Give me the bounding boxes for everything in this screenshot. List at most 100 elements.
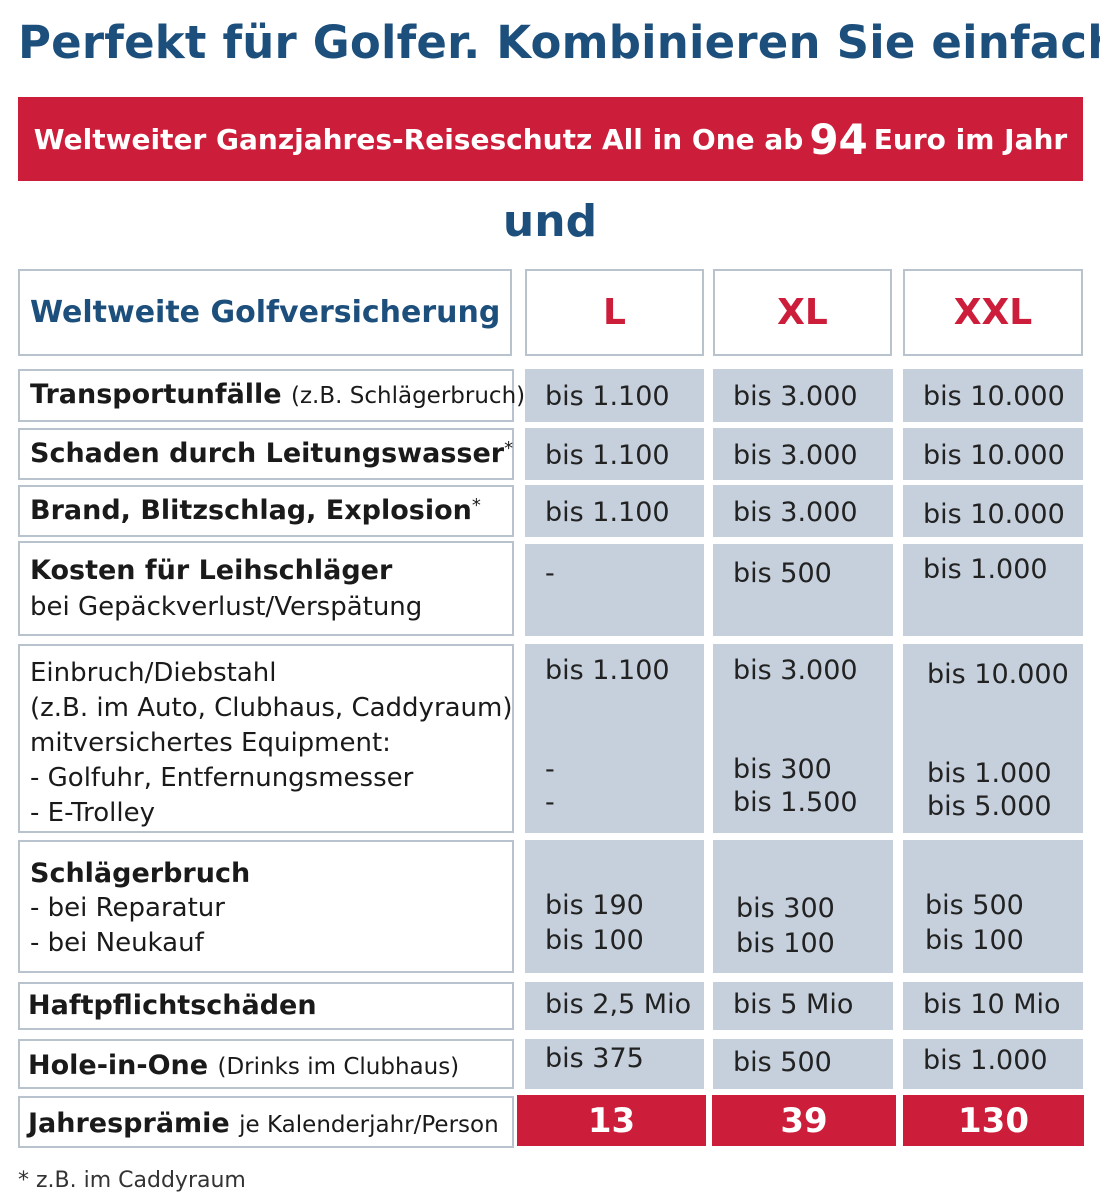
table-cell: bis 10.000 (903, 428, 1083, 480)
cell-value: bis 10.000 (923, 440, 1065, 471)
tier-header-l: L (525, 269, 704, 356)
table-cell: - (525, 544, 704, 636)
table-cell: bis 500 (713, 1039, 893, 1089)
row-label-brand: Brand, Blitzschlag, Explosion* (18, 485, 514, 537)
row-label-sub: - Golfuhr, Entfernungsmesser (30, 763, 414, 793)
row-label-main: Jahresprämie (28, 1108, 230, 1139)
table-cell: bis 1.000 (903, 1039, 1083, 1089)
row-label-text: Jahresprämie je Kalenderjahr/Person (28, 1108, 512, 1139)
page-title: Perfekt für Golfer. Kombinieren Sie einf… (18, 16, 1100, 69)
connector-text: und (502, 196, 598, 247)
table-cell: bis 3.000 (713, 485, 893, 537)
cell-value: bis 300 (733, 754, 832, 785)
banner-text-before: Weltweiter Ganzjahres-Reiseschutz All in… (33, 122, 804, 156)
asterisk-mark: * (504, 438, 514, 459)
row-label-leitungswasser: Schaden durch Leitungswasser* (18, 428, 514, 480)
table-cell: bis 3.000 (713, 428, 893, 480)
table-cell: bis 10.000 (903, 485, 1083, 537)
row-label-sub: (z.B. im Auto, Clubhaus, Caddyraum) (30, 693, 513, 723)
premium-xxl: 130 (903, 1095, 1084, 1146)
table-cell: bis 375 (525, 1039, 704, 1089)
cell-value: bis 2,5 Mio (545, 989, 692, 1020)
row-label-text: Transportunfälle (z.B. Schlägerbruch) (30, 379, 525, 410)
cell-value: bis 1.100 (545, 381, 670, 412)
row-label-sub: Einbruch/Diebstahl (30, 658, 277, 688)
table-cell: bis 3.000 (713, 369, 893, 422)
table-cell: bis 500 bis 100 (903, 840, 1083, 973)
cell-value: bis 3.000 (733, 497, 858, 528)
premium-l: 13 (517, 1095, 706, 1146)
cell-value: - (545, 787, 555, 818)
table-header-label-box: Weltweite Golfversicherung (18, 269, 512, 356)
row-label-hole-in-one: Hole-in-One (Drinks im Clubhaus) (18, 1039, 514, 1089)
table-cell: bis 10 Mio (903, 982, 1083, 1030)
cell-value: bis 5.000 (927, 791, 1052, 822)
row-label-note: je Kalenderjahr/Person (239, 1112, 499, 1138)
tier-header-xxl: XXL (903, 269, 1083, 356)
cell-value: bis 375 (545, 1043, 644, 1074)
table-cell: bis 1.100 - - (525, 644, 704, 833)
row-label-main: Schlägerbruch (30, 858, 251, 889)
table-cell: bis 1.100 (525, 485, 704, 537)
cell-value: bis 100 (545, 925, 644, 956)
row-label-schlaegerbruch: Schlägerbruch - bei Reparatur - bei Neuk… (18, 840, 514, 973)
row-label-jahrespraemie: Jahresprämie je Kalenderjahr/Person (18, 1096, 514, 1148)
footnote: * z.B. im Caddyraum (18, 1168, 246, 1193)
cell-value: bis 5 Mio (733, 989, 854, 1020)
table-cell: bis 1.100 (525, 428, 704, 480)
cell-value: bis 1.100 (545, 655, 670, 686)
cell-value: bis 3.000 (733, 381, 858, 412)
table-cell: bis 10.000 bis 1.000 bis 5.000 (903, 644, 1083, 833)
table-cell: bis 5 Mio (713, 982, 893, 1030)
cell-value: bis 1.000 (927, 758, 1052, 789)
cell-value: bis 3.000 (733, 440, 858, 471)
table-cell: bis 1.000 (903, 544, 1083, 636)
row-label-main: Kosten für Leihschläger (30, 555, 393, 586)
cell-value: bis 3.000 (733, 655, 858, 686)
cell-value: bis 10.000 (923, 381, 1065, 412)
row-label-sub: bei Gepäckverlust/Verspätung (30, 592, 423, 622)
table-cell: bis 10.000 (903, 369, 1083, 422)
row-label-note: (z.B. Schlägerbruch) (291, 383, 526, 409)
cell-value: bis 1.100 (545, 497, 670, 528)
cell-value: bis 500 (733, 558, 832, 589)
row-label-text: Brand, Blitzschlag, Explosion* (30, 495, 512, 526)
table-cell: bis 300 bis 100 (713, 840, 893, 973)
premium-xl: 39 (712, 1095, 896, 1146)
row-label-sub: - bei Neukauf (30, 928, 204, 958)
asterisk-mark: * (471, 495, 481, 516)
row-label-sub: - E-Trolley (30, 798, 155, 828)
row-label-leihschlaeger: Kosten für Leihschläger bei Gepäckverlus… (18, 541, 514, 636)
banner-text-after: Euro im Jahr (873, 122, 1068, 156)
cell-value: bis 1.000 (923, 554, 1048, 585)
table-header-label: Weltweite Golfversicherung (30, 295, 501, 330)
table-cell: bis 190 bis 100 (525, 840, 704, 973)
cell-value: bis 190 (545, 890, 644, 921)
row-label-main: Brand, Blitzschlag, Explosion (30, 495, 472, 526)
row-label-sub: - bei Reparatur (30, 893, 225, 923)
tier-header-xl: XL (713, 269, 892, 356)
offer-banner: Weltweiter Ganzjahres-Reiseschutz All in… (18, 97, 1083, 181)
cell-value: bis 500 (733, 1047, 832, 1078)
cell-value: bis 100 (925, 925, 1024, 956)
cell-value: bis 300 (736, 893, 835, 924)
row-label-sub: mitversichertes Equipment: (30, 728, 391, 758)
table-cell: bis 500 (713, 544, 893, 636)
cell-value: bis 500 (925, 890, 1024, 921)
table-cell: bis 2,5 Mio (525, 982, 704, 1030)
cell-value: bis 1.100 (545, 440, 670, 471)
row-label-transportunfaelle: Transportunfälle (z.B. Schlägerbruch) (18, 369, 525, 422)
row-label-text: Hole-in-One (Drinks im Clubhaus) (28, 1050, 512, 1081)
cell-value: - (545, 754, 555, 785)
cell-value: bis 1.500 (733, 787, 858, 818)
cell-value: bis 100 (736, 928, 835, 959)
table-cell: bis 1.100 (525, 369, 704, 422)
row-label-note: (Drinks im Clubhaus) (217, 1054, 460, 1080)
row-label-main: Schaden durch Leitungswasser (30, 438, 505, 469)
row-label-text: Schaden durch Leitungswasser* (30, 438, 514, 469)
row-label-main: Haftpflichtschäden (28, 990, 317, 1021)
row-label-main: Hole-in-One (28, 1050, 209, 1081)
cell-value: bis 10.000 (927, 659, 1069, 690)
row-label-einbruch: Einbruch/Diebstahl (z.B. im Auto, Clubha… (18, 644, 514, 833)
banner-amount: 94 (809, 114, 868, 164)
